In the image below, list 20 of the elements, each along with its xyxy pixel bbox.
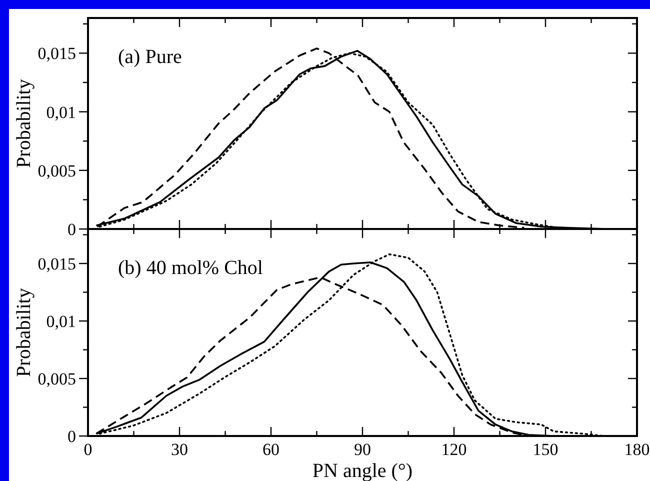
x-axis-title: PN angle (°) bbox=[312, 460, 413, 481]
y-tick-label: 0,015 bbox=[38, 44, 76, 64]
y-tick-label: 0 bbox=[68, 427, 76, 446]
y-tick-label: 0,005 bbox=[38, 161, 76, 180]
y-tick-label: 0,01 bbox=[46, 102, 76, 122]
y-tick-label: 0,015 bbox=[38, 254, 76, 274]
y-tick-label: 0,005 bbox=[38, 370, 76, 388]
x-tick-label: 60 bbox=[262, 440, 280, 459]
y-axis-title: Probability bbox=[13, 288, 35, 377]
x-tick-label: 30 bbox=[171, 440, 188, 459]
y-tick-label: 0,01 bbox=[46, 312, 76, 331]
x-tick-label: 150 bbox=[532, 440, 558, 459]
x-tick-label: 120 bbox=[441, 440, 467, 459]
y-axis-title: Probability bbox=[13, 79, 35, 168]
x-tick-label: 0 bbox=[84, 440, 92, 459]
x-tick-label: 90 bbox=[354, 440, 371, 459]
y-tick-label: 0 bbox=[68, 220, 76, 239]
x-tick-label: 180 bbox=[624, 440, 650, 459]
annotation: (b) 40 mol% Chol bbox=[118, 257, 264, 279]
annotation: (a) Pure bbox=[118, 46, 182, 68]
